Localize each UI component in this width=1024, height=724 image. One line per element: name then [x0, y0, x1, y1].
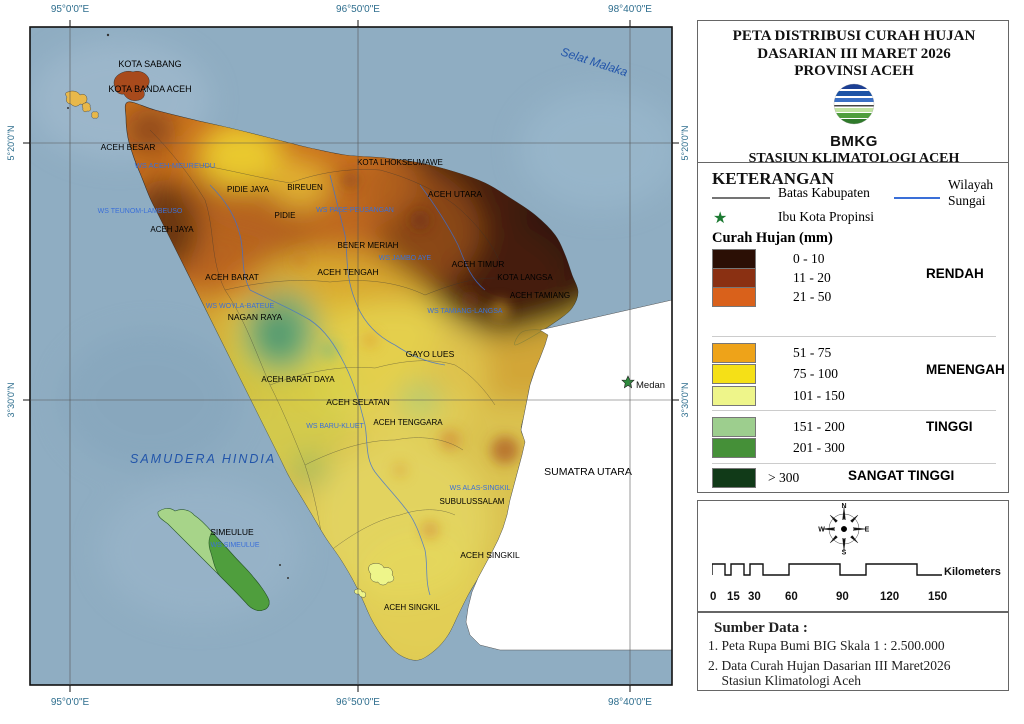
- svg-text:ACEH BARAT DAYA: ACEH BARAT DAYA: [261, 375, 335, 384]
- svg-text:ACEH BARAT: ACEH BARAT: [205, 272, 259, 282]
- svg-text:GAYO LUES: GAYO LUES: [406, 349, 455, 359]
- svg-text:5°20'0"N: 5°20'0"N: [6, 125, 16, 160]
- svg-text:S: S: [842, 550, 847, 557]
- svg-text:SUMATRA UTARA: SUMATRA UTARA: [544, 466, 632, 478]
- svg-text:KOTA BANDA ACEH: KOTA BANDA ACEH: [108, 84, 191, 94]
- svg-text:W: W: [818, 526, 825, 533]
- svg-text:KOTA SABANG: KOTA SABANG: [118, 59, 181, 69]
- svg-text:BIREUEN: BIREUEN: [287, 183, 323, 192]
- svg-text:WS BARU-KLUET: WS BARU-KLUET: [306, 423, 364, 430]
- svg-text:BENER MERIAH: BENER MERIAH: [338, 241, 399, 250]
- svg-text:E: E: [865, 526, 870, 533]
- svg-text:WS JAMBO AYE: WS JAMBO AYE: [379, 255, 432, 262]
- svg-text:ACEH TIMUR: ACEH TIMUR: [452, 259, 505, 269]
- svg-text:WS PASE-PEUSANGAN: WS PASE-PEUSANGAN: [316, 207, 394, 214]
- svg-text:KOTA LANGSA: KOTA LANGSA: [497, 273, 553, 282]
- svg-text:NAGAN RAYA: NAGAN RAYA: [228, 312, 283, 322]
- svg-text:3°30'0"N: 3°30'0"N: [680, 382, 690, 417]
- svg-text:SIMEULUE: SIMEULUE: [210, 527, 254, 537]
- svg-text:ACEH UTARA: ACEH UTARA: [428, 189, 482, 199]
- svg-text:PIDIE: PIDIE: [275, 211, 296, 220]
- svg-text:98°40'0"E: 98°40'0"E: [608, 697, 652, 708]
- svg-text:ACEH JAYA: ACEH JAYA: [150, 225, 194, 234]
- svg-text:PIDIE JAYA: PIDIE JAYA: [227, 185, 270, 194]
- svg-text:ACEH SINGKIL: ACEH SINGKIL: [384, 603, 441, 612]
- svg-text:95°0'0"E: 95°0'0"E: [51, 4, 90, 15]
- svg-text:95°0'0"E: 95°0'0"E: [51, 697, 90, 708]
- svg-text:98°40'0"E: 98°40'0"E: [608, 4, 652, 15]
- svg-text:96°50'0"E: 96°50'0"E: [336, 697, 380, 708]
- svg-text:WS SIMEULUE: WS SIMEULUE: [210, 542, 259, 549]
- svg-text:SAMUDERA HINDIA: SAMUDERA HINDIA: [130, 452, 276, 466]
- svg-text:N: N: [841, 503, 846, 510]
- svg-text:ACEH SINGKIL: ACEH SINGKIL: [460, 550, 520, 560]
- svg-text:96°50'0"E: 96°50'0"E: [336, 4, 380, 15]
- svg-text:WS ALAS-SINGKIL: WS ALAS-SINGKIL: [450, 485, 511, 492]
- svg-text:WS WOYLA-BATEUE: WS WOYLA-BATEUE: [206, 303, 275, 310]
- svg-text:ACEH TENGGARA: ACEH TENGGARA: [373, 418, 443, 427]
- svg-text:WS TEUNOM-LAMBEUSO: WS TEUNOM-LAMBEUSO: [98, 208, 183, 215]
- svg-text:WS TAMIANG-LANGSA: WS TAMIANG-LANGSA: [427, 308, 503, 315]
- svg-text:ACEH BESAR: ACEH BESAR: [101, 142, 156, 152]
- svg-text:Medan: Medan: [636, 380, 665, 391]
- svg-text:ACEH TENGAH: ACEH TENGAH: [317, 267, 378, 277]
- svg-text:WS ACEH-MEUREUDU: WS ACEH-MEUREUDU: [135, 161, 215, 170]
- svg-text:3°30'0"N: 3°30'0"N: [6, 382, 16, 417]
- svg-text:ACEH TAMIANG: ACEH TAMIANG: [510, 291, 570, 300]
- svg-text:SUBULUSSALAM: SUBULUSSALAM: [440, 497, 505, 506]
- svg-text:5°20'0"N: 5°20'0"N: [680, 125, 690, 160]
- svg-text:KOTA LHOKSEUMAWE: KOTA LHOKSEUMAWE: [357, 158, 443, 167]
